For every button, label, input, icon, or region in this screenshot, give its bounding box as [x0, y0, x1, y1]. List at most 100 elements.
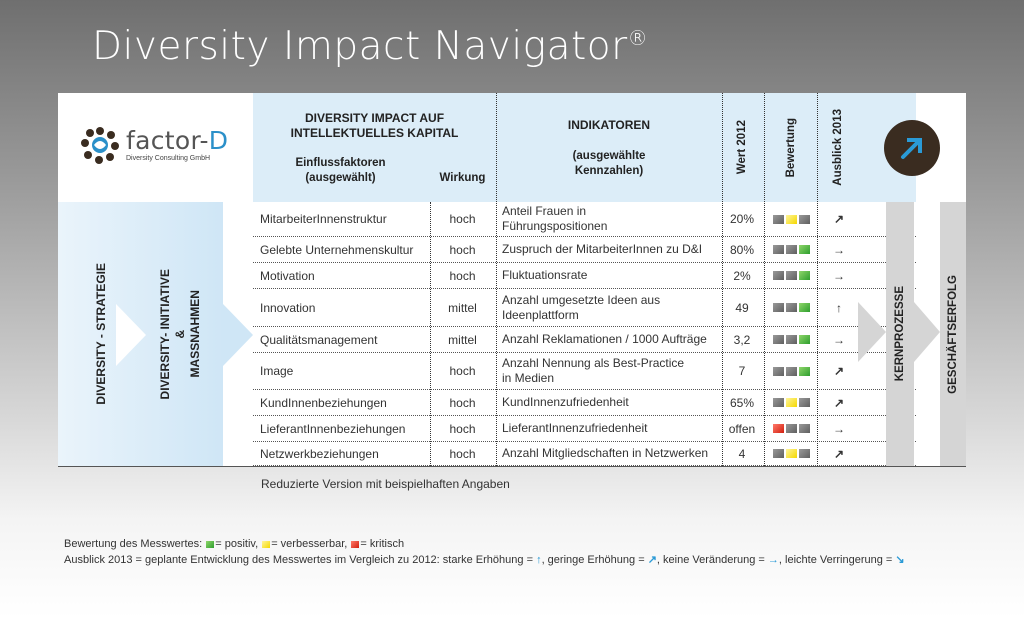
indicator-cell: Zuspruch der MitarbeiterInnen zu D&I: [502, 242, 703, 256]
rating-swatch: [772, 366, 784, 376]
initiative-chevron-icon: [223, 304, 253, 366]
factor-cell: Motivation: [260, 268, 315, 283]
rating-swatch: [798, 303, 810, 312]
reduced-version-note: Reduzierte Version mit beispielhaften An…: [261, 477, 510, 491]
rating-cell: [766, 289, 816, 326]
header-value: Wert 2012: [736, 120, 748, 175]
effect-cell: hoch: [449, 242, 476, 257]
table-row: Image hoch Anzahl Nennung als Best-Practic…: [253, 353, 916, 390]
effect-cell: hoch: [449, 212, 476, 226]
effect-cell: hoch: [449, 268, 476, 283]
rating-swatch: [798, 449, 810, 458]
table-row: Motivation hoch Fluktuationsrate 2% →: [253, 263, 916, 289]
rating-swatch: [772, 398, 784, 407]
value-cell: 65%: [729, 395, 755, 410]
success-band: [940, 202, 966, 466]
rating-swatch: [772, 335, 784, 344]
rating-swatch: [785, 335, 797, 344]
divider-outlook: [817, 93, 818, 466]
legend-rating: Bewertung des Messwertes: = positiv, = v…: [64, 538, 405, 550]
rating-swatch: [785, 449, 797, 458]
navigator-arrow-icon: [884, 120, 940, 176]
success-chevron-icon: [914, 302, 940, 362]
outlook-arrow-icon: ↗: [833, 364, 845, 378]
success-label: GESCHÄFTSERFOLG: [947, 274, 959, 394]
header-factors: Einflussfaktoren (ausgewählt): [295, 157, 386, 184]
core-processes-label: KERNPROZESSE: [894, 286, 906, 382]
strategy-chevron-icon: [116, 304, 146, 366]
initiative-label: DIVERSITY- INITIATIVE & MASSNAHMEN: [157, 268, 202, 400]
rating-cell: [766, 263, 816, 288]
table-row: KundInnenbeziehungen hoch KundInnenzufried…: [253, 390, 916, 416]
table-row: MitarbeiterInnenstruktur hoch Anteil Fraue…: [253, 202, 916, 237]
effect-cell: hoch: [449, 446, 476, 461]
indicator-cell: Anzahl Nennung als Best-Practice in Medie…: [502, 356, 685, 385]
rating-swatch: [798, 424, 810, 433]
page-title: Diversity Impact Navigator®: [92, 24, 649, 69]
indicator-cell: Anzahl umgesetzte Ideen aus Ideenplattfor…: [502, 292, 661, 322]
factor-cell: Image: [260, 364, 294, 378]
rating-swatch: [785, 398, 797, 407]
arrow-up-icon: ↑: [536, 554, 542, 566]
logo-subtitle: Diversity Consulting GmbH: [126, 155, 211, 162]
factor-cell: Qualitätsmanagement: [260, 332, 378, 347]
rating-swatch: [798, 398, 810, 407]
rating-cell: [766, 237, 816, 262]
header-blue: DIVERSITY IMPACT AUF INTELLEKTUELLES KAP…: [253, 93, 916, 202]
header-main-title: DIVERSITY IMPACT AUF INTELLEKTUELLES KAP…: [290, 111, 459, 140]
outlook-arrow-icon: ↗: [833, 446, 845, 461]
legend-outlook: Ausblick 2013 = geplante Entwicklung des…: [64, 554, 905, 566]
rating-cell: [766, 202, 816, 236]
rating-swatch: [772, 245, 784, 254]
indicator-cell: Fluktuationsrate: [502, 268, 588, 282]
effect-cell: hoch: [449, 364, 476, 378]
factor-cell: Innovation: [260, 300, 316, 315]
rating-swatch: [798, 366, 810, 376]
rating-swatch: [785, 245, 797, 254]
rating-swatch: [772, 271, 784, 280]
table-row: Gelebte Unternehmenskultur hoch Zuspruch d…: [253, 237, 916, 263]
rating-swatch: [785, 424, 797, 433]
rating-swatch: [785, 271, 797, 280]
header-outlook: Ausblick 2013: [832, 109, 844, 186]
effect-cell: hoch: [449, 395, 476, 410]
value-cell: 4: [738, 446, 746, 461]
rating-cell: [766, 390, 816, 415]
indicator-cell: KundInnenzufriedenheit: [502, 395, 629, 409]
rating-swatch: [785, 303, 797, 312]
rating-swatch: [772, 449, 784, 458]
value-cell: 80%: [729, 242, 755, 257]
rating-swatch: [772, 214, 784, 224]
divider-value: [722, 93, 723, 466]
indicator-cell: Anzahl Mitgliedschaften in Netzwerken: [502, 446, 709, 460]
outlook-arrow-icon: ↗: [833, 395, 845, 410]
rating-swatch: [798, 245, 810, 254]
core-processes-band: [886, 202, 914, 466]
rating-swatch: [785, 214, 797, 224]
indicator-cell: Anteil Frauen in Führungspositionen: [502, 204, 608, 233]
arrow-up-right-icon: ↗: [647, 554, 657, 566]
legend-positive-swatch: [206, 540, 215, 548]
indicator-cell: LieferantInnenzufriedenheit: [502, 421, 648, 435]
effect-cell: hoch: [449, 421, 476, 436]
factor-cell: LieferantInnenbeziehungen: [260, 421, 406, 436]
rating-swatch: [772, 424, 784, 433]
factor-cell: Gelebte Unternehmenskultur: [260, 242, 414, 257]
value-cell: 20%: [729, 212, 755, 226]
rating-cell: [766, 327, 816, 352]
outlook-arrow-icon: →: [833, 242, 845, 257]
effect-cell: mittel: [448, 332, 477, 347]
table-row: LieferantInnenbeziehungen hoch LieferantIn…: [253, 416, 916, 442]
factor-cell: KundInnenbeziehungen: [260, 395, 387, 410]
table-bottom-line: [58, 466, 966, 467]
rating-swatch: [798, 271, 810, 280]
outlook-arrow-icon: →: [833, 268, 845, 283]
table-row: Netzwerkbeziehungen hoch Anzahl Mitgliedsc…: [253, 442, 916, 466]
value-cell: 2%: [733, 268, 751, 283]
value-cell: 3,2: [733, 332, 751, 347]
value-cell: 7: [738, 364, 746, 378]
logo-area: factor-D Diversity Consulting GmbH: [58, 93, 253, 202]
outlook-arrow-icon: →: [833, 332, 845, 347]
arrow-right-icon: →: [767, 554, 779, 566]
rating-swatch: [798, 335, 810, 344]
